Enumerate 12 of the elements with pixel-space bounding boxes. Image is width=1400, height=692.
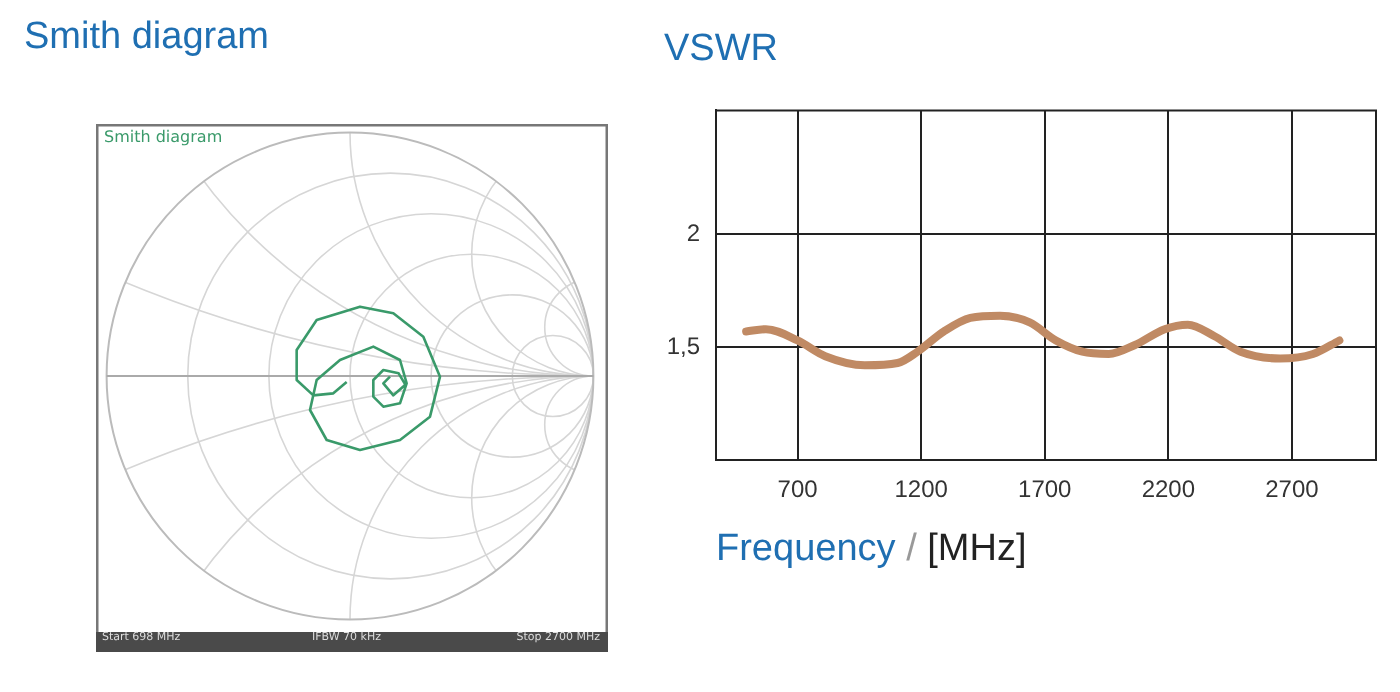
text: Smith diagram [24,16,269,60]
x-tick-label: 1700 [1018,475,1073,504]
y-tick-label: 1,5 [666,331,701,360]
line-series [742,311,1344,370]
text: Smith diagram [104,128,223,146]
chart-title: VSWR [664,28,778,72]
x-tick-label: 1200 [894,475,949,504]
x-axis-title: Frequency / [MHz] [716,528,1027,570]
x-tick-label: 2200 [1141,475,1196,504]
y-tick-label: 2 [686,219,701,248]
x-tick-label: 2700 [1265,475,1320,504]
x-tick-label: 700 [777,475,819,504]
